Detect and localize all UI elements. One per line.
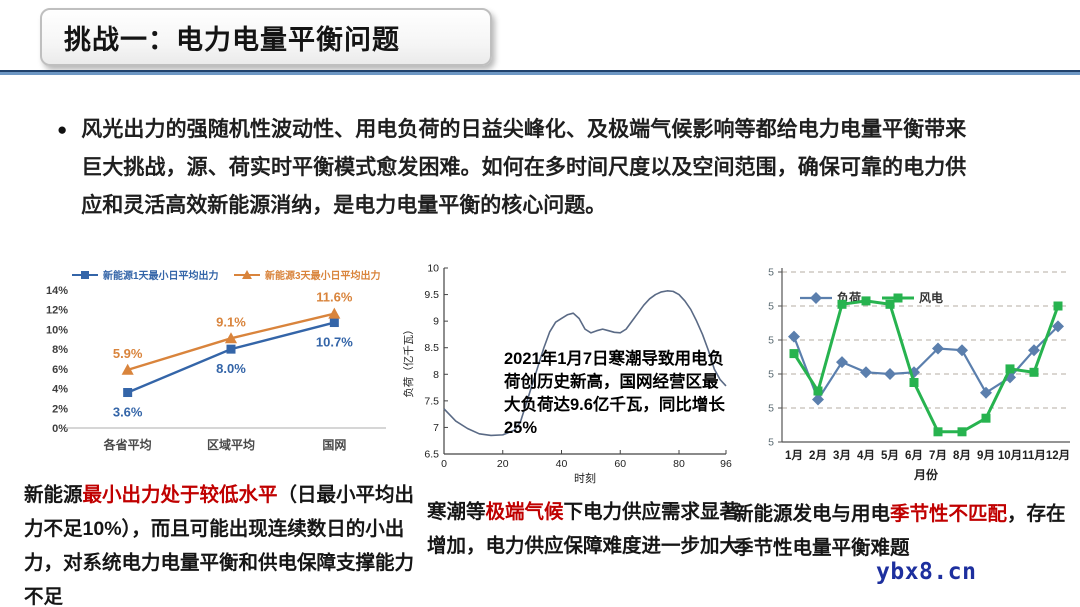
intro-paragraph: ● 风光出力的强随机性波动性、用电负荷的日益尖峰化、及极端气候影响等都给电力电量…	[57, 111, 1007, 225]
caption-text: 新能源发电与用电	[734, 503, 891, 525]
svg-text:1月: 1月	[785, 449, 803, 462]
svg-text:8%: 8%	[52, 344, 68, 356]
svg-text:11月: 11月	[1022, 449, 1046, 462]
svg-text:5: 5	[768, 369, 774, 381]
svg-text:5.9%: 5.9%	[113, 346, 143, 361]
svg-text:5: 5	[768, 437, 774, 449]
svg-text:8.0%: 8.0%	[216, 361, 246, 376]
svg-text:5: 5	[768, 267, 774, 279]
title-banner: 挑战一：电力电量平衡问题	[40, 8, 492, 66]
caption-cold-wave: 寒潮等极端气候下电力供应需求显著增加，电力供应保障难度进一步加大	[427, 495, 747, 563]
svg-text:4%: 4%	[52, 384, 68, 396]
svg-text:7.5: 7.5	[424, 395, 439, 407]
svg-text:5: 5	[768, 403, 774, 415]
caption-text: 下电力供应需求显著增加，电力供应保障难度进一步加大	[427, 501, 740, 557]
svg-text:5: 5	[768, 301, 774, 313]
svg-text:国网: 国网	[322, 438, 346, 452]
svg-text:9.5: 9.5	[424, 289, 439, 301]
chart-cold-wave-load: 6.5 7 7.5 8 8.5 9 9.5 10 0 20 40 60 80 96 时刻 负荷（亿千瓦） 20…	[398, 256, 734, 494]
svg-text:负荷（亿千瓦）: 负荷（亿千瓦）	[402, 324, 415, 398]
svg-text:10%: 10%	[46, 324, 68, 336]
caption-text: 新能源	[24, 484, 83, 506]
svg-text:10.7%: 10.7%	[316, 335, 353, 350]
svg-text:3.6%: 3.6%	[113, 405, 143, 420]
svg-text:6.5: 6.5	[424, 449, 439, 461]
watermark: ybx8.cn	[876, 559, 977, 585]
caption-highlight: 最小出力处于较低水平	[82, 484, 278, 506]
chart-seasonal-mismatch: 5 5 5 5 5 5 1月 2月 3月 4月 5月 6月 7月 8月 9月 10月 11月 12月 月份 负荷 风电	[740, 256, 1080, 494]
svg-text:新能源1天最小日平均出力: 新能源1天最小日平均出力	[103, 269, 219, 282]
chart-annotation: 2021年1月7日寒潮导致用电负荷创历史新高，国网经营区最大负荷达9.6亿千瓦，…	[504, 350, 725, 437]
intro-text: 风光出力的强随机性波动性、用电负荷的日益尖峰化、及极端气候影响等都给电力电量平衡…	[81, 118, 967, 217]
svg-text:6月: 6月	[905, 449, 923, 462]
caption-highlight: 季节性不匹配	[890, 503, 1008, 525]
caption-seasonal: 新能源发电与用电季节性不匹配，存在季节性电量平衡难题	[734, 497, 1074, 565]
svg-text:8月: 8月	[953, 449, 971, 462]
caption-highlight: 极端气候	[485, 501, 564, 523]
svg-text:风电: 风电	[919, 290, 943, 305]
svg-text:11.6%: 11.6%	[316, 290, 353, 305]
svg-text:8: 8	[433, 369, 439, 381]
svg-text:40: 40	[556, 458, 568, 470]
svg-text:5月: 5月	[881, 449, 899, 462]
svg-text:12%: 12%	[46, 305, 68, 317]
svg-text:7月: 7月	[929, 449, 947, 462]
svg-text:9月: 9月	[977, 449, 995, 462]
chart-min-output: 0% 2% 4% 6% 8% 10% 12% 14% 各省平均 区域平均 国网 3.6% 8.0% 10.…	[28, 260, 396, 470]
svg-text:60: 60	[614, 458, 626, 470]
page-title: 挑战一：电力电量平衡问题	[64, 24, 400, 55]
svg-text:20: 20	[497, 458, 509, 470]
svg-text:9.1%: 9.1%	[216, 314, 246, 329]
svg-text:12月: 12月	[1046, 449, 1070, 462]
svg-text:6%: 6%	[52, 364, 68, 376]
svg-text:月份: 月份	[913, 467, 939, 482]
svg-text:2%: 2%	[52, 403, 68, 415]
svg-text:各省平均: 各省平均	[103, 437, 152, 452]
svg-text:8.5: 8.5	[424, 342, 439, 354]
svg-text:7: 7	[433, 422, 439, 434]
bullet-icon: ●	[57, 120, 68, 139]
svg-text:时刻: 时刻	[574, 471, 596, 485]
svg-text:区域平均: 区域平均	[207, 437, 255, 452]
svg-text:4月: 4月	[857, 449, 875, 462]
caption-text: ，存在季节性电量平衡难题	[734, 503, 1066, 559]
caption-text: 寒潮等	[427, 501, 486, 523]
svg-text:14%: 14%	[46, 285, 68, 297]
svg-text:96: 96	[720, 458, 732, 470]
svg-text:10: 10	[427, 263, 439, 275]
min-output-line-chart: 0% 2% 4% 6% 8% 10% 12% 14% 各省平均 区域平均 国网 3.6% 8.0% 10.…	[46, 269, 386, 452]
svg-text:5: 5	[768, 335, 774, 347]
svg-text:80: 80	[673, 458, 685, 470]
svg-text:2月: 2月	[809, 449, 827, 462]
load-curve-chart: 6.5 7 7.5 8 8.5 9 9.5 10 0 20 40 60 80 96 时刻 负荷（亿千瓦）	[402, 263, 732, 486]
svg-text:9: 9	[433, 316, 439, 328]
svg-text:0%: 0%	[52, 423, 68, 435]
svg-text:3月: 3月	[833, 449, 851, 462]
svg-text:10月: 10月	[998, 449, 1022, 462]
caption-min-output: 新能源最小出力处于较低水平（日最小平均出力不足10%），而且可能出现连续数日的小…	[24, 478, 430, 607]
svg-text:新能源3天最小日平均出力: 新能源3天最小日平均出力	[265, 269, 381, 282]
caption-text: （日最小平均出力不足10%），而且可能出现连续数日的小出力，对系统电力电量平衡和…	[24, 484, 415, 607]
header-divider	[0, 70, 1080, 75]
svg-text:0: 0	[441, 458, 447, 470]
